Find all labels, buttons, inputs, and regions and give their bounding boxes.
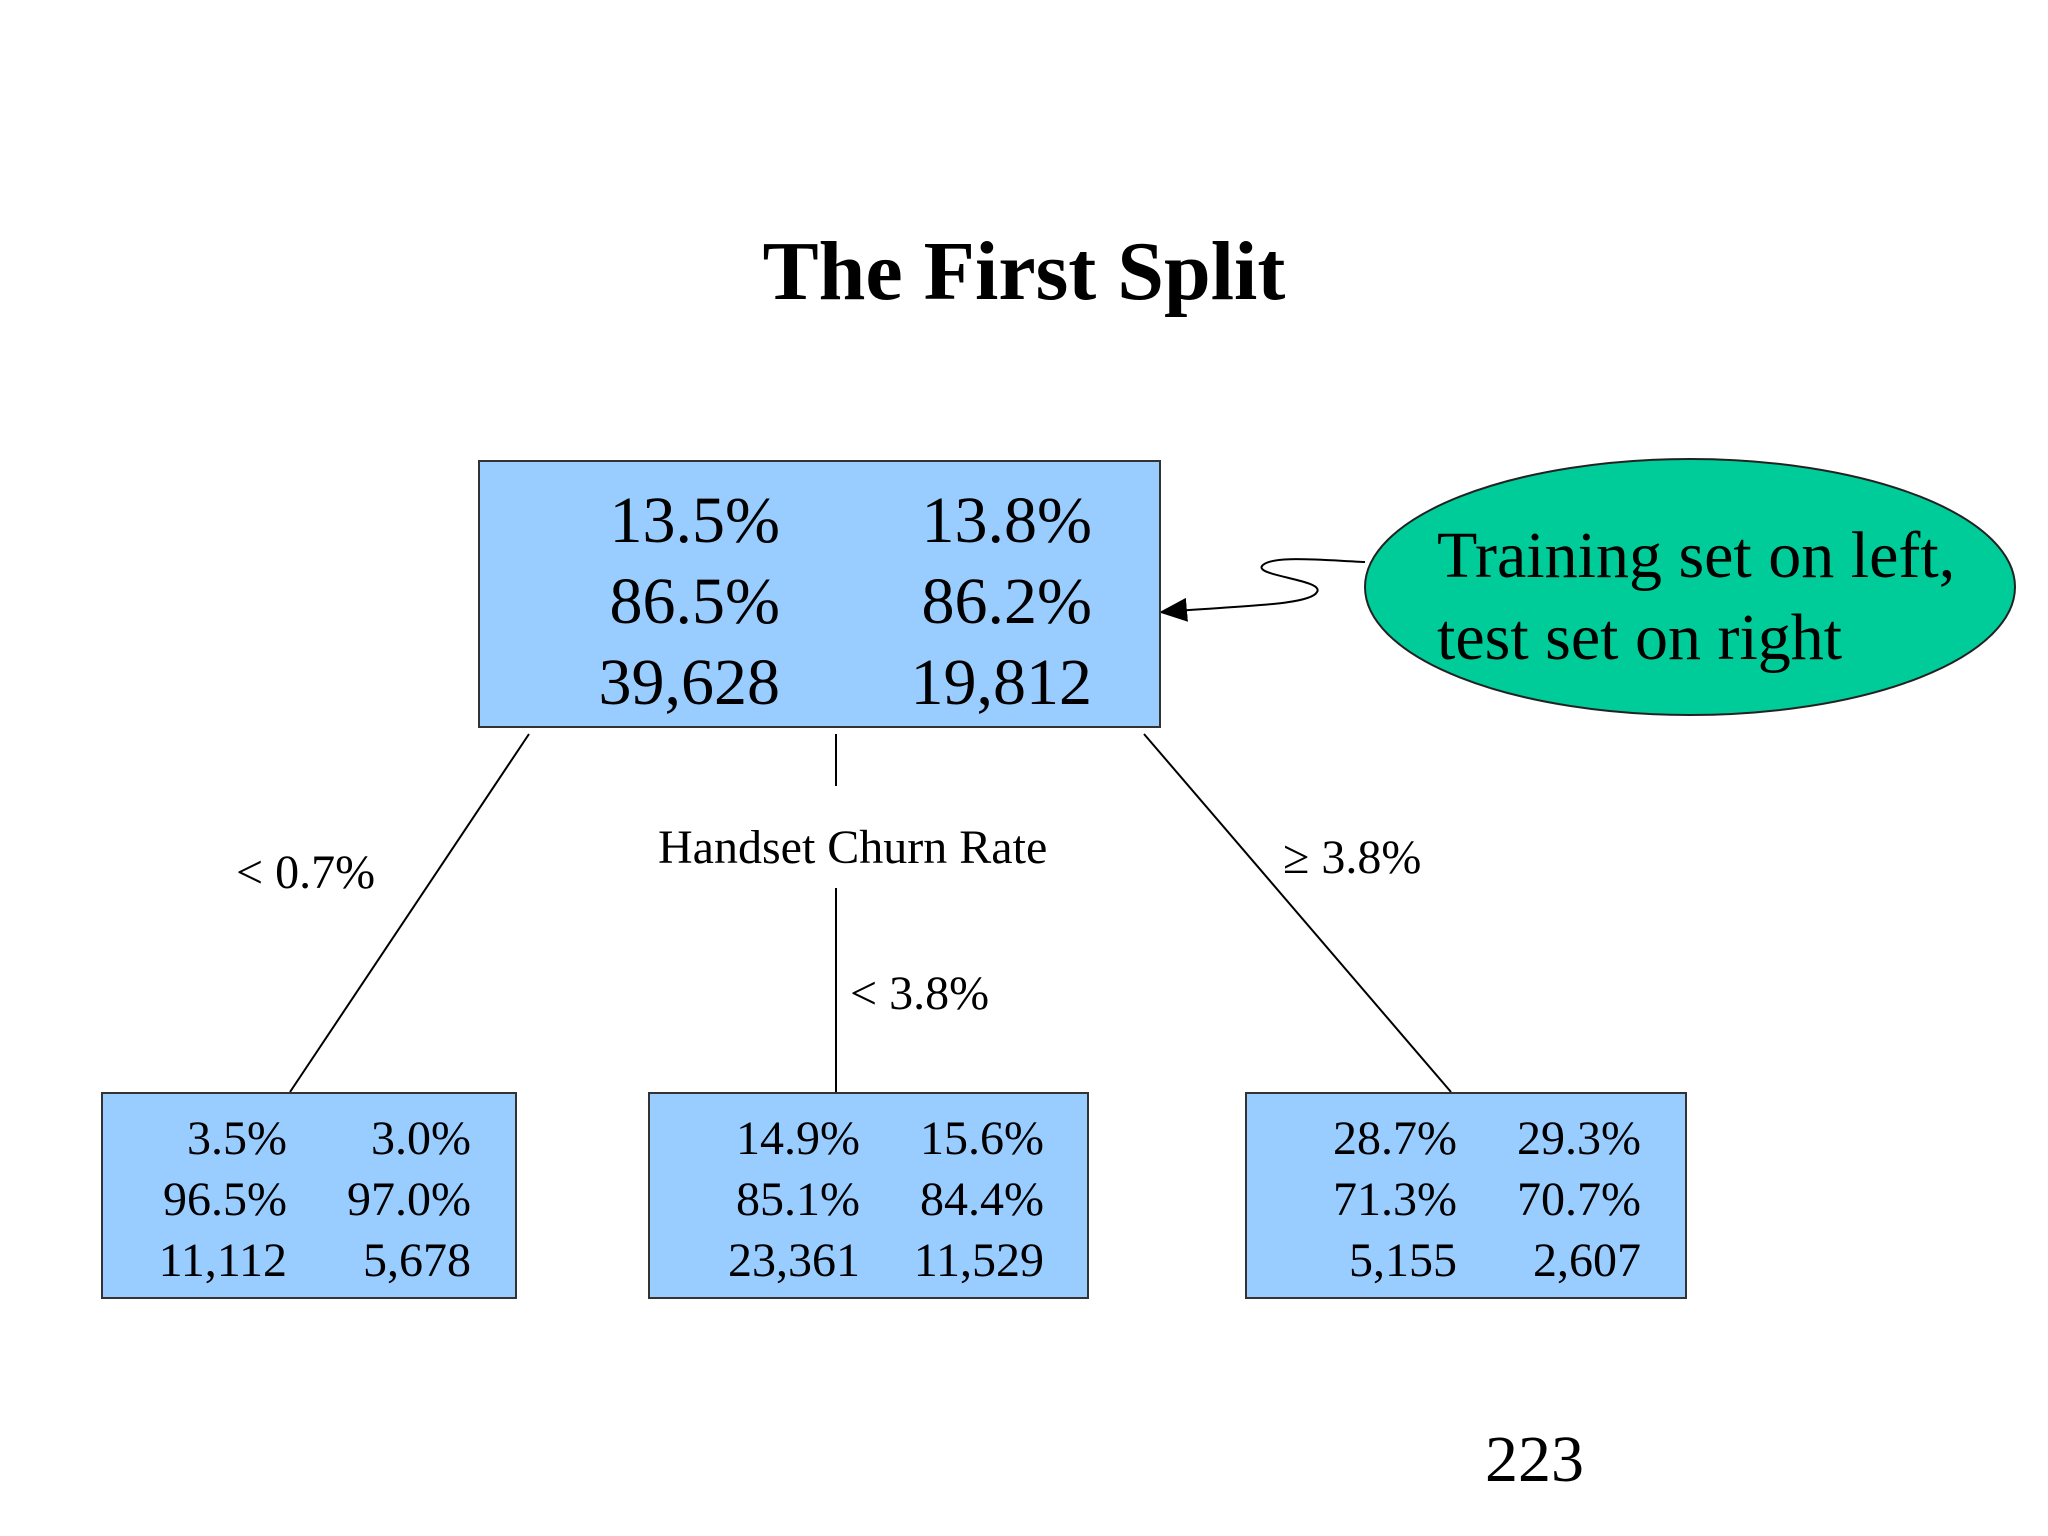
leaf-test-value: 84.4%	[920, 1173, 1044, 1226]
leaf-node-left: 3.5% 3.0% 96.5% 97.0% 11,112 5,678	[101, 1092, 517, 1299]
leaf-train-value: 3.5%	[187, 1112, 287, 1165]
branch-label-middle: < 3.8%	[850, 967, 990, 1020]
branch-line-right	[1143, 733, 1452, 1093]
leaf-test-value: 15.6%	[920, 1112, 1044, 1165]
leaf-stats: 28.7% 29.3% 71.3% 70.7% 5,155 2,607	[1317, 1108, 1641, 1291]
leaf-test-value: 70.7%	[1517, 1173, 1641, 1226]
root-train-value: 86.5%	[609, 565, 780, 638]
leaf-stats: 3.5% 3.0% 96.5% 97.0% 11,112 5,678	[147, 1108, 471, 1291]
leaf-node-right: 28.7% 29.3% 71.3% 70.7% 5,155 2,607	[1245, 1092, 1687, 1299]
leaf-train-value: 96.5%	[163, 1173, 287, 1226]
leaf-row: 71.3% 70.7%	[1317, 1169, 1641, 1230]
leaf-train-value: 85.1%	[736, 1173, 860, 1226]
root-row: 39,628 19,812	[580, 642, 1093, 723]
leaf-test-value: 3.0%	[371, 1112, 471, 1165]
leaf-test-value: 97.0%	[347, 1173, 471, 1226]
leaf-train-value: 14.9%	[736, 1112, 860, 1165]
page-number: 223	[1485, 1423, 1584, 1496]
leaf-stats: 14.9% 15.6% 85.1% 84.4% 23,361 11,529	[720, 1108, 1044, 1291]
leaf-row: 14.9% 15.6%	[720, 1108, 1044, 1169]
branch-label-right: ≥ 3.8%	[1283, 831, 1422, 884]
callout-line: test set on right	[1437, 601, 1843, 674]
callout-bubble	[1364, 458, 2016, 716]
leaf-row: 28.7% 29.3%	[1317, 1108, 1641, 1169]
leaf-row: 23,361 11,529	[720, 1230, 1044, 1291]
leaf-train-value: 23,361	[728, 1234, 860, 1287]
leaf-row: 11,112 5,678	[147, 1230, 471, 1291]
leaf-row: 85.1% 84.4%	[720, 1169, 1044, 1230]
leaf-train-value: 71.3%	[1333, 1173, 1457, 1226]
leaf-test-value: 29.3%	[1517, 1112, 1641, 1165]
slide-title: The First Split	[762, 225, 1286, 318]
branch-line-left	[289, 733, 530, 1093]
leaf-row: 96.5% 97.0%	[147, 1169, 471, 1230]
leaf-test-value: 11,529	[913, 1234, 1044, 1287]
leaf-row: 3.5% 3.0%	[147, 1108, 471, 1169]
root-test-value: 86.2%	[921, 565, 1092, 638]
root-stats: 13.5% 13.8% 86.5% 86.2% 39,628 19,812	[580, 480, 1093, 723]
leaf-train-value: 28.7%	[1333, 1112, 1457, 1165]
root-train-value: 13.5%	[609, 484, 780, 557]
leaf-train-value: 5,155	[1349, 1234, 1457, 1287]
root-train-value: 39,628	[598, 646, 781, 719]
callout-line: Training set on left,	[1437, 519, 1956, 592]
leaf-row: 5,155 2,607	[1317, 1230, 1641, 1291]
leaf-node-middle: 14.9% 15.6% 85.1% 84.4% 23,361 11,529	[648, 1092, 1089, 1299]
leaf-train-value: 11,112	[158, 1234, 287, 1287]
leaf-test-value: 2,607	[1533, 1234, 1641, 1287]
split-variable-label: Handset Churn Rate	[652, 820, 1054, 876]
root-test-value: 13.8%	[921, 484, 1092, 557]
root-row: 86.5% 86.2%	[580, 561, 1092, 642]
branch-label-left: < 0.7%	[236, 846, 376, 899]
root-node: 13.5% 13.8% 86.5% 86.2% 39,628 19,812	[478, 460, 1161, 728]
leaf-test-value: 5,678	[363, 1234, 471, 1287]
callout-connector	[1159, 558, 1366, 622]
callout-text: Training set on left, test set on right	[1437, 515, 1955, 679]
root-row: 13.5% 13.8%	[580, 480, 1092, 561]
root-test-value: 19,812	[910, 646, 1093, 719]
